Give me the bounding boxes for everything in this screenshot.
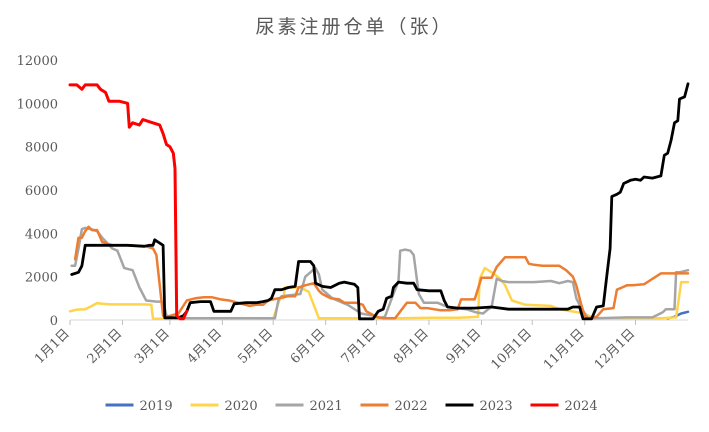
x-tick-label: 11月1日 [541,326,588,373]
legend: 2019 2020 2021 2022 2023 2024 [105,399,598,414]
y-tick-label: 4000 [25,227,58,242]
x-tick-label: 2月1日 [85,326,126,367]
legend-item-2024: 2024 [530,399,598,414]
legend-item-2019: 2019 [105,399,173,414]
legend-item-2023: 2023 [445,399,513,414]
series-line-2021 [70,226,690,320]
series-line-2022 [73,225,690,320]
legend-label: 2019 [140,399,173,414]
series-line-2024 [68,83,189,321]
legend-label: 2020 [225,399,258,414]
y-tick-label: 8000 [25,141,58,156]
series-line-2020 [68,266,690,320]
x-tick-label: 4月1日 [185,326,226,367]
y-tick-label: 6000 [25,184,58,199]
x-tick-label: 6月1日 [288,326,329,367]
legend-item-2021: 2021 [275,399,343,414]
y-tick-label: 12000 [17,54,58,69]
y-tick-label: 10000 [17,97,58,112]
legend-label: 2024 [565,399,598,414]
legend-label: 2023 [480,399,513,414]
legend-label: 2022 [395,399,428,414]
x-tick-label: 1月1日 [32,326,73,367]
chart-title: 尿素注册仓单（张） [255,16,454,38]
x-tick-label: 3月1日 [132,326,173,367]
x-tick-label: 10月1日 [489,326,536,373]
x-tick-label: 12月1日 [592,326,639,373]
legend-item-2022: 2022 [360,399,428,414]
legend-label: 2021 [310,399,343,414]
legend-item-2020: 2020 [190,399,258,414]
series-lines [68,82,690,321]
y-tick-label: 2000 [25,271,58,286]
x-tick-label: 5月1日 [235,326,276,367]
x-tick-label: 8月1日 [391,326,432,367]
series-line-2023 [70,82,690,321]
x-tick-label: 7月1日 [339,326,380,367]
y-tick-label: 0 [50,314,58,329]
x-tick-label: 9月1日 [444,326,485,367]
